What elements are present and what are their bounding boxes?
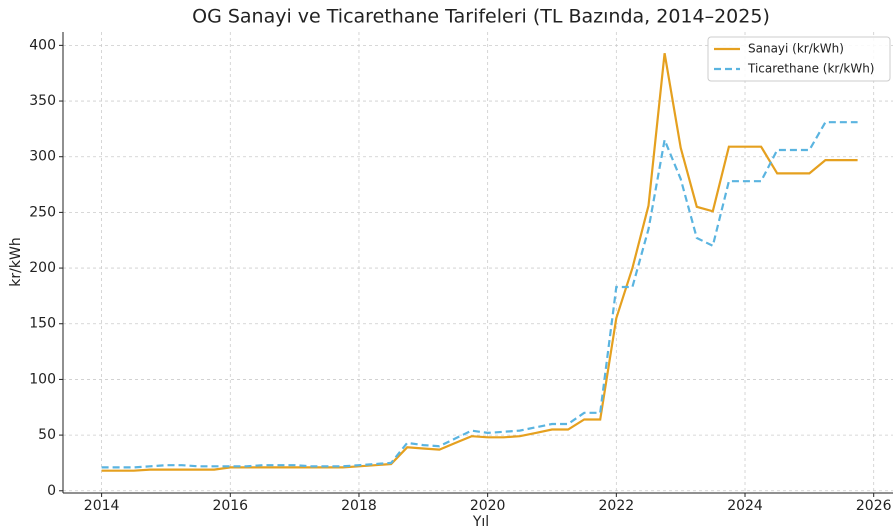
- y-tick-label: 300: [29, 149, 56, 165]
- x-tick-label: 2016: [212, 498, 248, 514]
- y-tick-label: 50: [38, 427, 56, 443]
- x-tick-label: 2018: [341, 498, 377, 514]
- y-tick-label: 100: [29, 371, 56, 387]
- y-tick-label: 250: [29, 204, 56, 220]
- line-series: [101, 53, 858, 472]
- legend-label: Sanayi (kr/kWh): [748, 42, 844, 56]
- chart-title: OG Sanayi ve Ticarethane Tarifeleri (TL …: [192, 6, 770, 28]
- y-tick-label: 200: [29, 260, 56, 276]
- line-series: [101, 121, 858, 469]
- legend-box: [707, 36, 891, 82]
- y-tick-label: 350: [29, 93, 56, 109]
- y-axis-label: kr/kWh: [8, 237, 24, 286]
- x-tick-label: 2020: [470, 498, 506, 514]
- y-tick-label: 0: [47, 483, 56, 499]
- x-tick-label: 2024: [727, 498, 763, 514]
- x-tick-label: 2026: [856, 498, 892, 514]
- legend-label: Ticarethane (kr/kWh): [747, 62, 874, 76]
- x-axis-label: Yıl: [472, 514, 489, 530]
- y-tick-label: 400: [29, 37, 56, 53]
- x-tick-label: 2022: [599, 498, 635, 514]
- x-tick-label: 2014: [84, 498, 120, 514]
- y-tick-label: 150: [29, 316, 56, 332]
